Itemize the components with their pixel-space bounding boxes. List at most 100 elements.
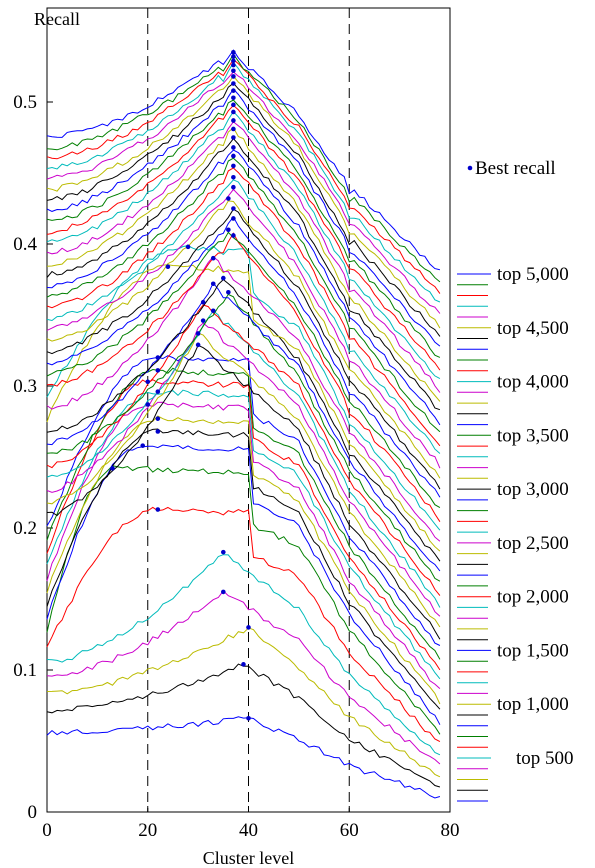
- best-recall-point-48: [231, 58, 236, 64]
- best-recall-point-5: [221, 549, 226, 555]
- series-line-30: [46, 208, 441, 490]
- series-line-4: [46, 590, 441, 765]
- best-recall-point-46: [231, 68, 236, 74]
- series-line-2: [46, 663, 441, 788]
- legend-label-6: top 2,500: [497, 533, 569, 554]
- best-recall-point-42: [231, 95, 236, 101]
- series-line-40: [46, 110, 441, 380]
- best-recall-point-44: [231, 81, 236, 86]
- best-recall-point-37: [231, 135, 236, 140]
- series-line-24: [46, 264, 441, 552]
- best-recall-point-41: [231, 102, 236, 108]
- series-line-28: [46, 231, 441, 509]
- best-recall-point-35: [231, 153, 236, 159]
- series-line-11: [46, 401, 441, 689]
- y-axis-title: Recall: [34, 9, 80, 29]
- series-line-43: [46, 88, 441, 347]
- best-recall-point-47: [231, 62, 236, 68]
- series-line-31: [46, 200, 441, 479]
- best-recall-point-15: [155, 355, 161, 360]
- best-recall-point-27: [231, 233, 236, 238]
- series-line-7: [46, 465, 441, 735]
- x-tick-label-60: 60: [340, 820, 359, 841]
- best-recall-point-30: [231, 206, 236, 211]
- series-line-32: [46, 188, 441, 469]
- best-recall-point-16: [195, 342, 201, 348]
- best-recall-point-3: [246, 625, 251, 630]
- legend-label-7: top 2,000: [497, 587, 569, 608]
- series-line-49: [46, 53, 441, 283]
- series-line-27: [46, 232, 441, 522]
- series-line-15: [46, 355, 441, 646]
- series-line-36: [46, 149, 441, 426]
- best-recall-point-9: [155, 429, 161, 434]
- series-line-42: [46, 99, 441, 358]
- best-recall-point-38: [231, 126, 236, 132]
- series-line-13: [46, 379, 441, 671]
- x-tick-label-80: 80: [441, 820, 460, 841]
- best-recall-point-33: [231, 174, 236, 180]
- x-axis-title: Cluster level: [203, 848, 294, 868]
- legend-label-10: top 500: [516, 748, 574, 769]
- series-line-21: [46, 293, 441, 582]
- best-recall-point-25: [210, 255, 216, 261]
- series-line-46: [46, 71, 441, 314]
- legend-label-3: top 4,000: [497, 372, 569, 393]
- series-line-38: [46, 126, 441, 402]
- legend-label-4: top 3,500: [497, 425, 569, 446]
- legend-label-8: top 1,500: [497, 640, 569, 661]
- best-recall-point-8: [140, 443, 146, 448]
- series-line-14: [46, 367, 441, 660]
- series-line-35: [46, 157, 441, 433]
- best-recall-point-19: [210, 308, 216, 314]
- series-line-22: [46, 281, 441, 572]
- series-line-50: [46, 49, 441, 271]
- y-tick-label-0.2: 0.2: [13, 518, 37, 539]
- series-line-37: [46, 137, 441, 411]
- series-line-23: [46, 278, 441, 562]
- best-recall-point-12: [155, 389, 161, 394]
- legend-label-5: top 3,000: [497, 479, 569, 500]
- series-line-47: [46, 61, 441, 303]
- x-tick-label-40: 40: [239, 820, 258, 841]
- y-tick-label-0.3: 0.3: [13, 376, 37, 397]
- best-recall-legend-dot: [467, 165, 473, 171]
- series-line-41: [46, 104, 441, 371]
- series-line-33: [46, 179, 441, 454]
- best-recall-point-4: [221, 589, 226, 595]
- best-recall-point-40: [231, 109, 236, 115]
- series-line-1: [46, 716, 441, 799]
- series-line-34: [46, 167, 441, 447]
- y-tick-label-0: 0: [28, 802, 38, 823]
- series-line-45: [46, 75, 441, 329]
- series-line-39: [46, 121, 441, 393]
- series-line-3: [46, 627, 441, 778]
- best-recall-point-2: [241, 662, 246, 667]
- best-recall-point-50: [231, 50, 236, 55]
- best-recall-point-18: [200, 318, 206, 323]
- best-recall-point-20: [200, 299, 206, 305]
- best-recall-point-24: [165, 264, 171, 270]
- best-recall-point-26: [185, 244, 191, 250]
- series-line-17: [46, 332, 441, 628]
- series-line-25: [46, 256, 441, 542]
- best-recall-point-49: [231, 54, 236, 59]
- series-line-48: [46, 58, 441, 294]
- best-recall-point-7: [110, 466, 115, 471]
- series-line-16: [46, 344, 441, 640]
- best-recall-point-22: [210, 281, 216, 287]
- series-line-8: [46, 444, 441, 725]
- best-recall-point-28: [226, 227, 231, 233]
- best-recall-point-34: [231, 163, 236, 169]
- best-recall-legend-label: Best recall: [475, 158, 556, 179]
- series-line-5: [46, 554, 441, 756]
- best-recall-point-14: [155, 368, 161, 373]
- series-line-6: [46, 506, 441, 743]
- series-line-10: [46, 415, 441, 705]
- legend-label-2: top 4,500: [497, 318, 569, 339]
- best-recall-point-11: [145, 402, 151, 407]
- best-recall-point-17: [195, 331, 201, 336]
- legend-label-1: top 5,000: [497, 264, 569, 285]
- series-line-18: [46, 322, 441, 617]
- best-recall-point-29: [231, 216, 236, 221]
